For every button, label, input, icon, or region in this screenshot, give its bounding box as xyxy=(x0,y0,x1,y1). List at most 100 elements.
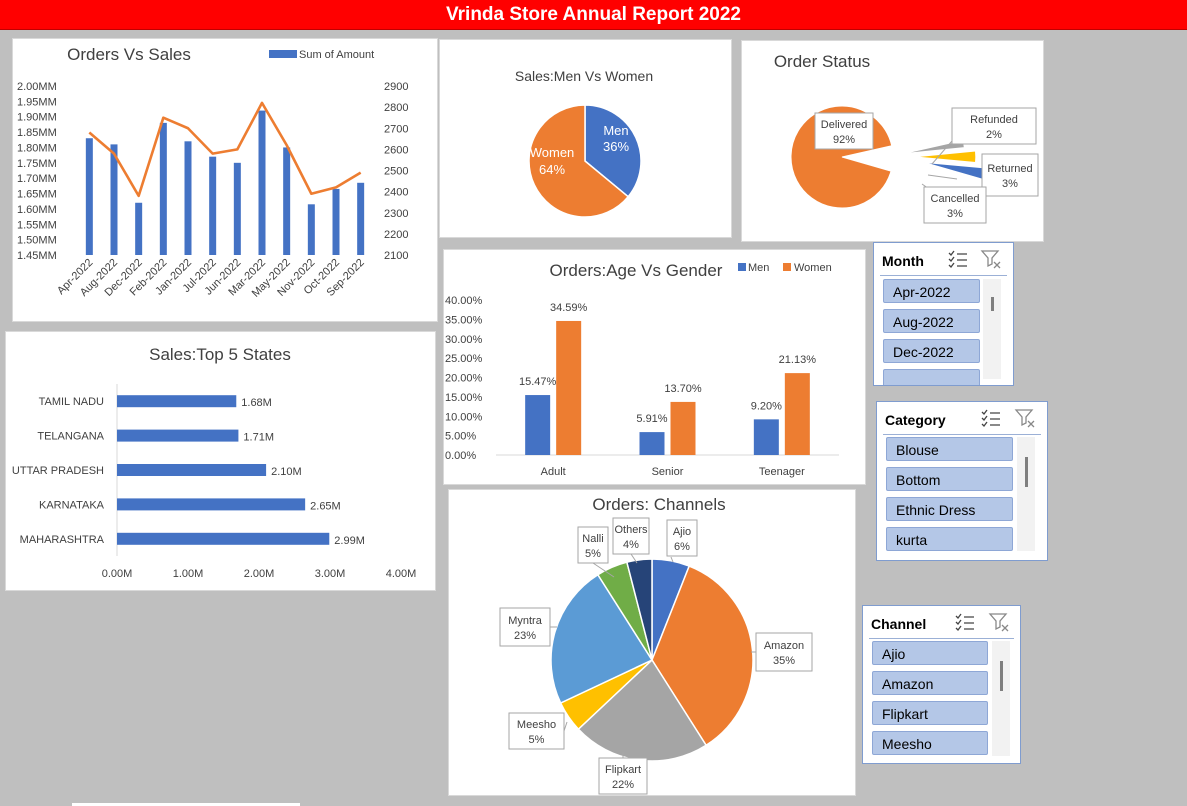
clear-filter-icon[interactable] xyxy=(987,610,1011,634)
slice-myntra xyxy=(550,573,654,705)
slicer-item-partial[interactable] xyxy=(883,369,980,385)
multi-select-icon[interactable] xyxy=(953,610,977,634)
multi-select-icon[interactable] xyxy=(946,247,970,271)
y-left-tick: 1.45MM xyxy=(17,250,57,262)
y-left-tick: 1.80MM xyxy=(17,142,57,154)
bar-aug-2022 xyxy=(110,144,118,255)
delivered-label: Delivered xyxy=(821,119,867,131)
slicer-scrollbar[interactable] xyxy=(1017,437,1035,551)
data-label-tamil-nadu: 1.68M xyxy=(241,397,272,409)
sales-line xyxy=(88,101,362,198)
slicer-divider xyxy=(883,434,1041,435)
bar-women-adult xyxy=(556,320,582,455)
x-tick: 3.00M xyxy=(315,568,346,580)
age-vs-gender-chart: Orders:Age Vs Gender Men Women 40.00% 35.00%… xyxy=(445,261,839,478)
bar-telangana xyxy=(117,429,239,442)
bar-may-2022 xyxy=(283,147,291,255)
y-left-tick: 1.60MM xyxy=(17,204,57,216)
y-right-tick: 2400 xyxy=(384,187,408,199)
y-left-tick: 1.65MM xyxy=(17,189,57,201)
slicer-item-flipkart[interactable]: Flipkart xyxy=(872,701,988,725)
x-tick-teenager: Teenager xyxy=(759,466,805,478)
returned-callout xyxy=(981,153,1039,197)
bar-karnataka xyxy=(117,498,306,511)
cancelled-callout xyxy=(923,186,987,224)
slicer-item-ajio[interactable]: Ajio xyxy=(872,641,988,665)
orders-vs-sales-chart: Orders Vs Sales Sum of Amount 2.00MM 1.95MM… xyxy=(17,45,408,300)
channel-slicer[interactable]: Channel Ajio Amazon Flipkart Meesho xyxy=(862,605,1021,764)
refunded-label: Refunded xyxy=(970,114,1018,126)
channels-chart: Orders: Channels Ajio 6% Amazon 35% Flipkart 2… xyxy=(499,495,813,795)
clear-filter-icon[interactable] xyxy=(1013,406,1037,430)
leader-others xyxy=(630,553,638,564)
x-tick: 2.00M xyxy=(244,568,275,580)
y-right-tick: 2900 xyxy=(384,81,408,93)
flipkart-value: 22% xyxy=(612,779,634,791)
multi-select-icon[interactable] xyxy=(979,406,1003,430)
slicer-item-amazon[interactable]: Amazon xyxy=(872,671,988,695)
slicer-item-blouse[interactable]: Blouse xyxy=(886,437,1013,461)
slicer-item-kurta[interactable]: kurta xyxy=(886,527,1013,551)
slicer-scroll-thumb[interactable] xyxy=(991,297,994,311)
y-right-tick: 2100 xyxy=(384,250,408,262)
slicer-item-ethnic-dress[interactable]: Ethnic Dress xyxy=(886,497,1013,521)
bar-women-senior xyxy=(670,401,696,455)
slice-others xyxy=(625,558,653,661)
category-slicer-title: Category xyxy=(885,412,946,428)
men-label: Men xyxy=(603,123,628,138)
ajio-label: Ajio xyxy=(673,526,691,538)
ajio-value: 6% xyxy=(674,541,690,553)
chart-title: Sales:Men Vs Women xyxy=(515,68,653,84)
delivered-value: 92% xyxy=(833,134,855,146)
amazon-callout xyxy=(755,632,813,672)
top5-states-panel: Sales:Top 5 States TAMIL NADU 1.68M TELANGA… xyxy=(5,331,436,591)
slicer-item-meesho[interactable]: Meesho xyxy=(872,731,988,755)
y-left-tick: 1.85MM xyxy=(17,127,57,139)
slicer-item-dec-2022[interactable]: Dec-2022 xyxy=(883,339,980,363)
slicer-scroll-thumb[interactable] xyxy=(1025,457,1028,487)
order-status-panel: Order Status Delivered 92% Refunded 2% Return… xyxy=(741,40,1044,242)
bar-men-adult xyxy=(525,395,551,455)
y-tick: 35.00% xyxy=(445,314,483,326)
data-label-men-adult: 15.47% xyxy=(519,376,557,388)
men-value: 36% xyxy=(603,139,629,154)
women-label: Women xyxy=(530,145,575,160)
slicer-scroll-thumb[interactable] xyxy=(1000,661,1003,691)
category-slicer[interactable]: Category Blouse Bottom Ethnic Dress kurt… xyxy=(876,401,1048,561)
slicer-scrollbar[interactable] xyxy=(992,641,1010,756)
y-tick: 25.00% xyxy=(445,353,483,365)
women-value: 64% xyxy=(539,162,565,177)
slicer-item-apr-2022[interactable]: Apr-2022 xyxy=(883,279,980,303)
amazon-label: Amazon xyxy=(764,640,804,652)
clear-filter-icon[interactable] xyxy=(979,247,1003,271)
data-label-karnataka: 2.65M xyxy=(310,500,341,512)
data-label-women-senior: 13.70% xyxy=(664,383,702,395)
slicer-scrollbar[interactable] xyxy=(983,279,1001,379)
top5-states-chart: Sales:Top 5 States TAMIL NADU 1.68M TELANGA… xyxy=(12,345,417,580)
age-vs-gender-panel: Orders:Age Vs Gender Men Women 40.00% 35.00%… xyxy=(443,249,866,485)
meesho-label: Meesho xyxy=(517,719,556,731)
slicer-item-bottom[interactable]: Bottom xyxy=(886,467,1013,491)
y-right-tick: 2800 xyxy=(384,102,408,114)
x-tick: 1.00M xyxy=(173,568,204,580)
myntra-label: Myntra xyxy=(508,615,543,627)
amazon-value: 35% xyxy=(773,655,795,667)
bar-men-senior xyxy=(639,432,665,455)
slicer-item-aug-2022[interactable]: Aug-2022 xyxy=(883,309,980,333)
leader-refunded xyxy=(931,140,953,165)
order-status-chart: Order Status Delivered 92% Refunded 2% Return… xyxy=(774,52,1039,224)
slice-amazon xyxy=(651,565,754,747)
x-tick: 0.00M xyxy=(102,568,133,580)
legend-swatch-men xyxy=(738,263,746,271)
y-tick-uttar-pradesh: UTTAR PRADESH xyxy=(12,465,104,477)
legend-label: Sum of Amount xyxy=(299,49,374,61)
month-slicer[interactable]: Month Apr-2022 Aug-2022 Dec-2022 xyxy=(873,242,1014,386)
y-left-tick: 1.95MM xyxy=(17,96,57,108)
legend-swatch xyxy=(269,50,297,58)
bar-women-teenager xyxy=(784,373,810,455)
x-tick: 4.00M xyxy=(386,568,417,580)
others-callout xyxy=(612,517,650,555)
flipkart-callout xyxy=(598,757,648,795)
refunded-value: 2% xyxy=(986,129,1002,141)
legend-label-men: Men xyxy=(748,262,769,274)
